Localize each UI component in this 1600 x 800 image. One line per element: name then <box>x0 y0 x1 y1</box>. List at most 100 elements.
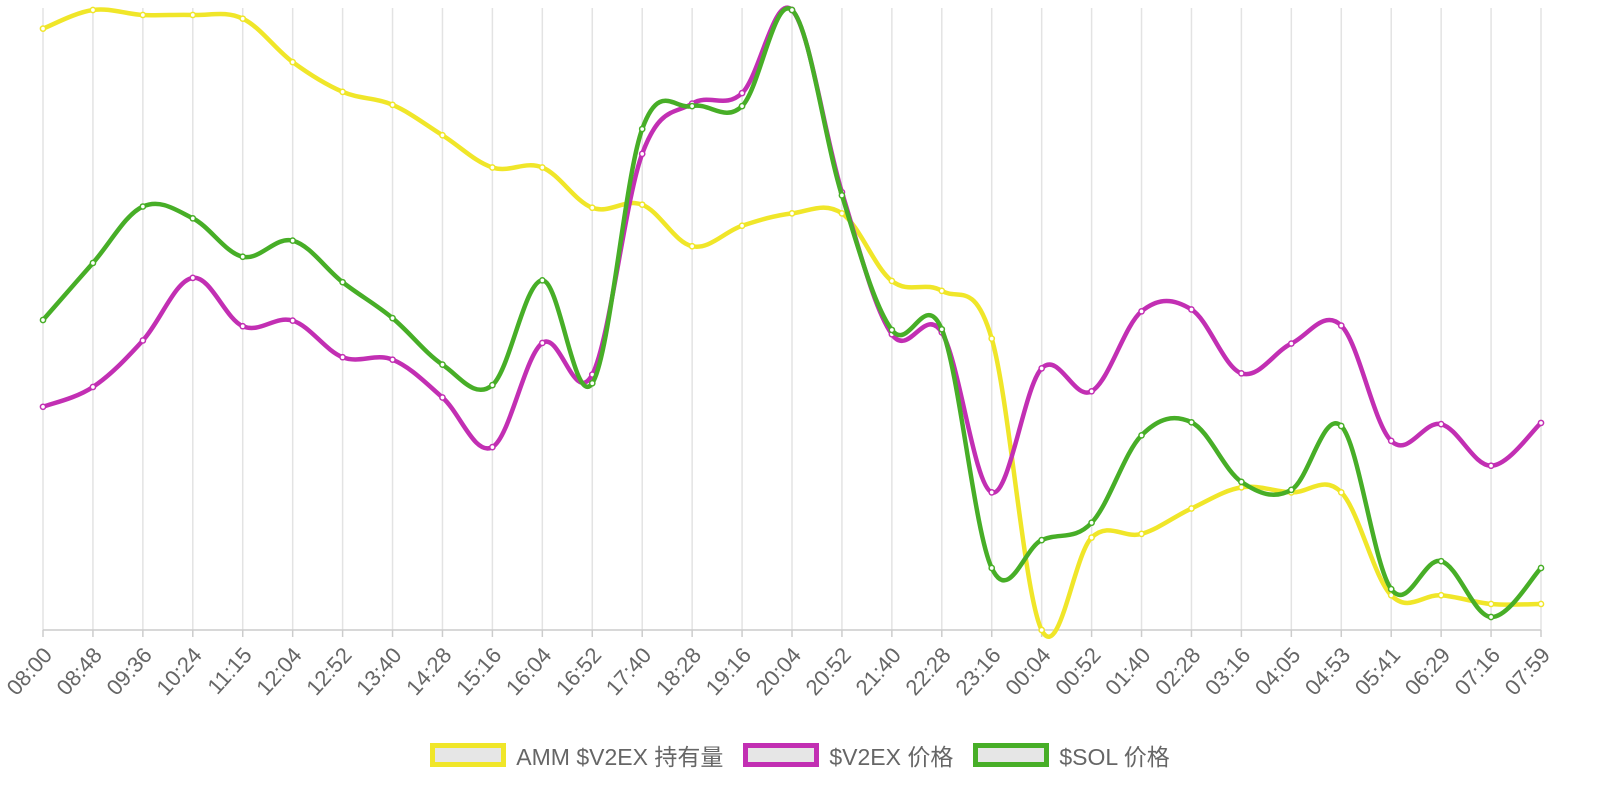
data-point[interactable] <box>888 277 896 285</box>
x-tick-label: 00:04 <box>1000 643 1055 701</box>
data-point[interactable] <box>89 259 97 267</box>
data-point[interactable] <box>888 326 896 334</box>
data-point[interactable] <box>139 203 147 210</box>
data-point[interactable] <box>1238 478 1245 486</box>
data-point[interactable] <box>1238 369 1245 377</box>
data-point[interactable] <box>1138 431 1145 439</box>
data-point[interactable] <box>439 131 446 139</box>
data-point[interactable] <box>1188 306 1195 313</box>
data-point[interactable] <box>1537 419 1545 427</box>
data-point[interactable] <box>389 101 396 109</box>
x-tick-label: 06:29 <box>1400 643 1455 701</box>
data-point[interactable] <box>1188 505 1195 512</box>
data-point[interactable] <box>988 335 996 342</box>
x-tick-label: 12:52 <box>301 643 356 701</box>
data-point[interactable] <box>389 356 396 364</box>
data-point[interactable] <box>1287 340 1295 347</box>
data-point[interactable] <box>389 314 396 322</box>
data-point[interactable] <box>489 164 496 171</box>
data-point[interactable] <box>638 201 646 209</box>
data-point[interactable] <box>788 6 796 14</box>
data-point[interactable] <box>89 383 97 391</box>
data-point[interactable] <box>588 204 596 212</box>
data-point[interactable] <box>239 253 247 261</box>
data-point[interactable] <box>39 316 47 324</box>
data-point[interactable] <box>1337 322 1345 329</box>
data-point[interactable] <box>1188 418 1195 426</box>
x-tick-label: 04:05 <box>1250 643 1305 701</box>
data-point[interactable] <box>538 164 546 171</box>
data-point[interactable] <box>439 394 446 401</box>
data-point[interactable] <box>1487 462 1495 470</box>
x-tick-label: 05:41 <box>1350 643 1405 701</box>
data-point[interactable] <box>189 11 197 19</box>
data-point[interactable] <box>39 25 47 32</box>
data-point[interactable] <box>688 102 696 110</box>
data-point[interactable] <box>988 564 996 572</box>
data-point[interactable] <box>1537 564 1545 572</box>
x-tick-label: 00:52 <box>1050 643 1105 701</box>
x-tick-label: 14:28 <box>401 643 456 701</box>
data-point[interactable] <box>1088 534 1095 541</box>
data-point[interactable] <box>189 274 197 282</box>
data-point[interactable] <box>1437 557 1445 565</box>
data-point[interactable] <box>339 88 346 96</box>
data-point[interactable] <box>289 237 297 244</box>
x-tick-label: 10:24 <box>151 643 206 701</box>
data-point[interactable] <box>189 214 197 222</box>
data-point[interactable] <box>738 222 746 230</box>
x-tick-label: 07:59 <box>1500 643 1555 701</box>
data-point[interactable] <box>1138 530 1145 538</box>
data-point[interactable] <box>638 150 646 158</box>
data-point[interactable] <box>738 102 746 110</box>
data-point[interactable] <box>1387 437 1395 445</box>
grid-lines <box>42 8 1542 630</box>
data-point[interactable] <box>588 379 596 387</box>
data-point[interactable] <box>838 192 846 199</box>
data-point[interactable] <box>1088 519 1095 527</box>
legend-item-v2ex-price[interactable]: $V2EX 价格 <box>743 738 953 772</box>
data-point[interactable] <box>688 242 696 250</box>
data-point[interactable] <box>339 278 346 286</box>
data-point[interactable] <box>289 317 297 324</box>
data-point[interactable] <box>538 339 546 347</box>
x-tick-label: 16:52 <box>551 643 606 701</box>
data-point[interactable] <box>1088 387 1095 395</box>
data-point[interactable] <box>439 361 446 368</box>
data-point[interactable] <box>39 403 47 411</box>
data-point[interactable] <box>139 11 147 19</box>
data-point[interactable] <box>489 381 496 389</box>
data-point[interactable] <box>1487 600 1495 608</box>
data-point[interactable] <box>489 443 496 451</box>
data-point[interactable] <box>1437 591 1445 599</box>
data-point[interactable] <box>1387 591 1395 599</box>
data-point[interactable] <box>1337 489 1345 496</box>
data-point[interactable] <box>1337 422 1345 430</box>
data-point[interactable] <box>1387 585 1395 593</box>
data-point[interactable] <box>139 337 147 344</box>
data-point[interactable] <box>1437 420 1445 428</box>
data-point[interactable] <box>788 210 796 217</box>
data-point[interactable] <box>1487 613 1495 621</box>
data-point[interactable] <box>938 325 946 333</box>
data-point[interactable] <box>1038 626 1046 634</box>
data-point[interactable] <box>538 276 546 284</box>
data-point[interactable] <box>1537 600 1545 608</box>
data-point[interactable] <box>1138 307 1145 315</box>
data-point[interactable] <box>289 58 297 66</box>
data-point[interactable] <box>938 287 946 295</box>
legend-item-amm-holding[interactable]: AMM $V2EX 持有量 <box>430 738 723 772</box>
data-point[interactable] <box>738 89 746 97</box>
data-point[interactable] <box>638 125 646 133</box>
legend-item-sol-price[interactable]: $SOL 价格 <box>973 738 1170 772</box>
data-point[interactable] <box>988 489 996 496</box>
data-point[interactable] <box>339 353 346 361</box>
data-point[interactable] <box>1038 365 1046 372</box>
data-point[interactable] <box>1287 486 1295 494</box>
data-point[interactable] <box>1038 536 1046 544</box>
data-point[interactable] <box>239 322 247 330</box>
x-tick-label: 01:40 <box>1100 643 1155 701</box>
data-point[interactable] <box>838 210 846 217</box>
data-point[interactable] <box>239 15 247 23</box>
data-point[interactable] <box>89 6 97 14</box>
